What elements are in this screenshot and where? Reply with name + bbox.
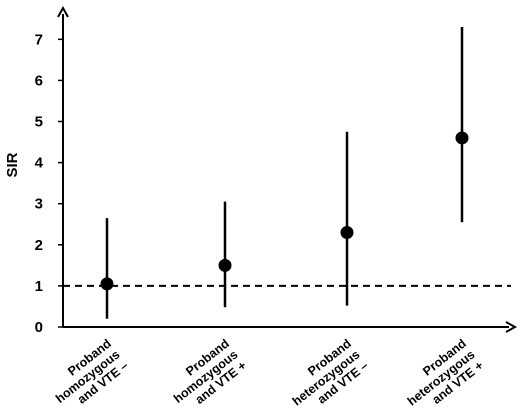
data-point (340, 225, 354, 239)
y-tick-label: 0 (35, 319, 43, 336)
y-axis-arrow (57, 5, 69, 18)
y-tick-label: 1 (35, 278, 43, 295)
axes (57, 5, 518, 333)
y-tick-label: 7 (35, 31, 43, 48)
y-axis-title: SIR (4, 152, 21, 177)
data-point (218, 258, 232, 272)
y-tick-label: 2 (35, 237, 43, 254)
y-tick-label: 3 (35, 196, 43, 213)
y-tick-label: 5 (35, 114, 43, 131)
data-point (100, 277, 114, 291)
y-tick-label: 4 (35, 155, 44, 172)
x-axis-arrow (505, 321, 518, 333)
y-tick-label: 6 (35, 72, 43, 89)
data-point (455, 131, 469, 145)
data-points (100, 26, 469, 319)
y-axis-ticks: 0 1 2 3 4 5 6 7 (35, 31, 63, 336)
